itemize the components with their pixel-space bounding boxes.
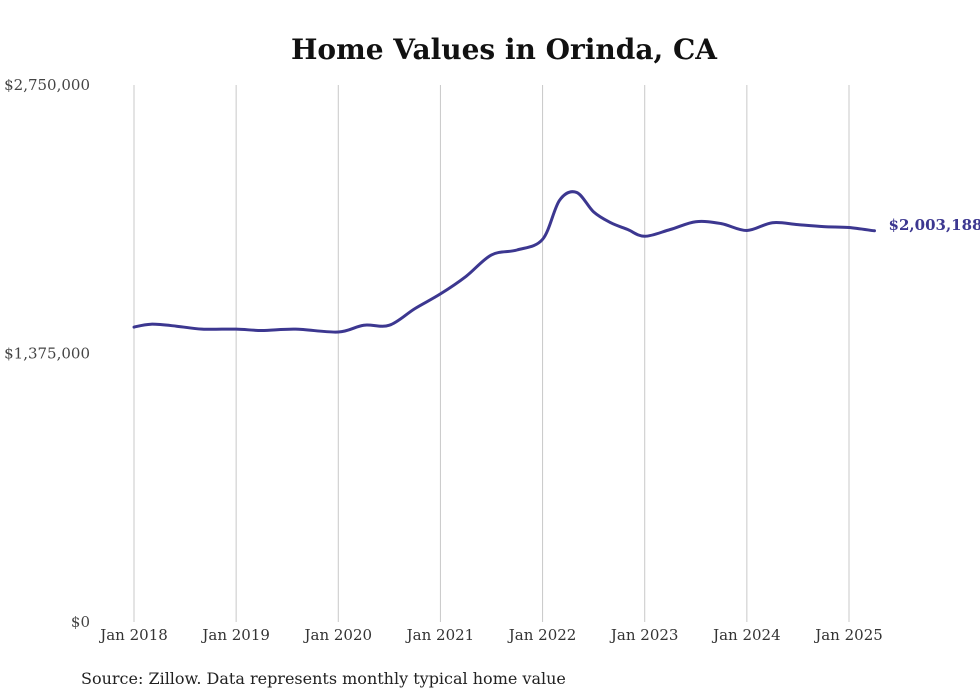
y-tick-label: $2,750,000 (4, 76, 90, 94)
series-layer: $2,003,188 (132, 190, 980, 334)
data-point (558, 199, 561, 202)
data-point (413, 307, 416, 310)
x-tick-label: Jan 2022 (507, 626, 577, 644)
data-point (201, 328, 204, 331)
chart-title: Home Values in Orinda, CA (291, 33, 718, 66)
data-point (694, 220, 697, 223)
data-point (873, 229, 876, 232)
data-point (575, 191, 578, 194)
data-point (541, 238, 544, 241)
source-note: Source: Zillow. Data represents monthly … (81, 669, 566, 688)
data-point (260, 329, 263, 332)
x-tick-label: Jan 2025 (813, 626, 883, 644)
data-point (294, 328, 297, 331)
x-tick-label: Jan 2021 (405, 626, 475, 644)
data-point (626, 228, 629, 231)
data-point (235, 328, 238, 331)
data-point (133, 326, 136, 329)
data-point (516, 249, 519, 252)
x-tick-label: Jan 2020 (303, 626, 373, 644)
y-tick-label: $1,375,000 (4, 345, 90, 363)
data-point (745, 229, 748, 232)
x-tick-label: Jan 2023 (609, 626, 679, 644)
end-value-label: $2,003,188 (889, 216, 980, 234)
series-line-home-value (132, 190, 876, 334)
data-point (464, 275, 467, 278)
data-point (796, 223, 799, 226)
data-point (848, 226, 851, 229)
data-point (720, 222, 723, 225)
y-axis-tick-labels: $0 $1,375,000 $2,750,000 (4, 76, 90, 631)
data-point (592, 210, 595, 213)
data-point (490, 253, 493, 256)
gridlines (133, 85, 850, 622)
x-tick-label: Jan 2019 (200, 626, 270, 644)
data-point (175, 325, 178, 328)
data-point (362, 324, 365, 327)
data-point (609, 221, 612, 224)
data-point (388, 324, 391, 327)
data-point (150, 323, 153, 326)
x-tick-label: Jan 2024 (711, 626, 781, 644)
y-tick-label: $0 (71, 613, 90, 631)
data-point (439, 292, 442, 295)
data-point (643, 235, 646, 238)
data-point (771, 221, 774, 224)
data-point (669, 228, 672, 231)
x-axis-tick-labels: Jan 2018 Jan 2019 Jan 2020 Jan 2021 Jan 2022… (98, 626, 883, 644)
data-point (822, 225, 825, 228)
data-point (337, 331, 340, 334)
x-tick-label: Jan 2018 (98, 626, 168, 644)
